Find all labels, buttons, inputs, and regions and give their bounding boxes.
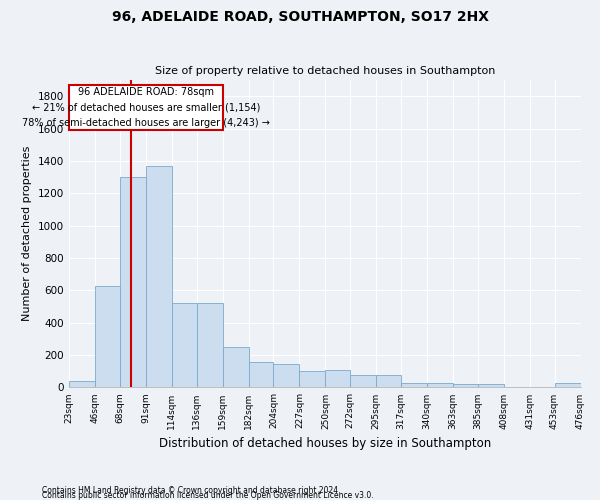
Bar	[197, 304, 223, 388]
Text: 78% of semi-detached houses are larger (4,243) →: 78% of semi-detached houses are larger (…	[22, 118, 270, 128]
Bar	[427, 383, 453, 388]
FancyBboxPatch shape	[69, 85, 223, 130]
Bar	[453, 384, 478, 388]
Bar	[172, 304, 197, 388]
Text: Contains public sector information licensed under the Open Government Licence v3: Contains public sector information licen…	[42, 490, 374, 500]
Bar	[95, 286, 120, 388]
Bar	[299, 372, 325, 388]
Text: Contains HM Land Registry data © Crown copyright and database right 2024.: Contains HM Land Registry data © Crown c…	[42, 486, 341, 495]
Bar	[274, 364, 299, 388]
X-axis label: Distribution of detached houses by size in Southampton: Distribution of detached houses by size …	[158, 437, 491, 450]
Text: 96 ADELAIDE ROAD: 78sqm: 96 ADELAIDE ROAD: 78sqm	[78, 88, 214, 98]
Bar	[223, 347, 248, 388]
Bar	[376, 376, 401, 388]
Bar	[554, 383, 581, 388]
Bar	[325, 370, 350, 388]
Bar	[248, 362, 274, 388]
Text: ← 21% of detached houses are smaller (1,154): ← 21% of detached houses are smaller (1,…	[32, 102, 260, 113]
Bar	[146, 166, 172, 388]
Bar	[120, 177, 146, 388]
Bar	[350, 376, 376, 388]
Bar	[478, 384, 504, 388]
Y-axis label: Number of detached properties: Number of detached properties	[22, 146, 32, 322]
Bar	[69, 381, 95, 388]
Title: Size of property relative to detached houses in Southampton: Size of property relative to detached ho…	[155, 66, 495, 76]
Text: 96, ADELAIDE ROAD, SOUTHAMPTON, SO17 2HX: 96, ADELAIDE ROAD, SOUTHAMPTON, SO17 2HX	[112, 10, 488, 24]
Bar	[401, 382, 427, 388]
